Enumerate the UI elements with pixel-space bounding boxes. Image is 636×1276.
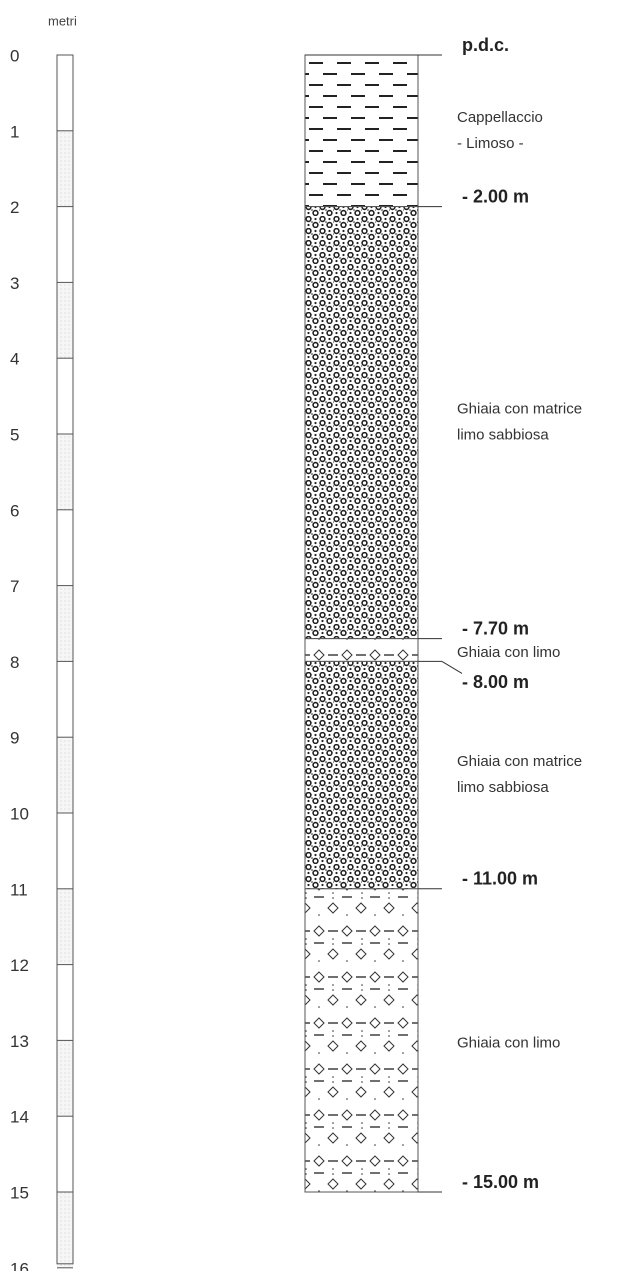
ruler-segment — [57, 434, 73, 510]
layer — [305, 639, 418, 662]
leader-line — [442, 661, 462, 673]
ruler-label: 1 — [10, 122, 19, 141]
layer — [305, 889, 418, 1192]
ruler-label: 11 — [10, 880, 28, 899]
layer — [305, 55, 418, 207]
layer — [305, 207, 418, 639]
depth-label: - 11.00 m — [462, 869, 538, 889]
depth-label: p.d.c. — [462, 35, 509, 55]
layer — [305, 661, 418, 888]
ruler-label: 4 — [10, 350, 19, 369]
ruler-segment — [57, 282, 73, 358]
layer-description: - Limoso - — [457, 135, 524, 152]
layer-description: limo sabbiosa — [457, 779, 549, 796]
ruler-label: 3 — [10, 274, 19, 293]
ruler-label: 8 — [10, 653, 19, 672]
ruler-label: 6 — [10, 501, 19, 520]
layer-description: Ghiaia con limo — [457, 1034, 560, 1051]
ruler-label: 2 — [10, 198, 19, 217]
layer-description: limo sabbiosa — [457, 427, 549, 444]
ruler-segment — [57, 1192, 73, 1268]
ruler-label: 0 — [10, 46, 19, 65]
ruler-label: 12 — [10, 956, 29, 975]
ruler-label: 9 — [10, 729, 19, 748]
scale-unit: metri — [48, 13, 77, 28]
layer-description: Ghiaia con matrice — [457, 753, 582, 770]
ruler-label: 7 — [10, 577, 19, 596]
depth-label: - 7.70 m — [462, 618, 529, 638]
ruler-label: 15 — [10, 1183, 29, 1202]
ruler-label: 10 — [10, 804, 29, 823]
depth-label: - 8.00 m — [462, 672, 529, 692]
ruler-segment — [57, 586, 73, 662]
ruler-segment — [57, 1040, 73, 1116]
page: {"scale": {"unit": "metri", "ticks": [0,… — [0, 0, 636, 1271]
ruler-label: 13 — [10, 1032, 29, 1051]
ruler-label: 16 — [10, 1259, 29, 1271]
depth-label: - 2.00 m — [462, 186, 529, 206]
ruler-label: 14 — [10, 1108, 29, 1127]
layer-description: Cappellaccio — [457, 109, 543, 126]
layer-description: Ghiaia con matrice — [457, 401, 582, 418]
ruler-segment — [57, 889, 73, 965]
stratigraphic-log: metri 012345678910111213141516Cappellacc… — [0, 0, 636, 1271]
ruler-segment — [57, 131, 73, 207]
ruler-label: 5 — [10, 425, 19, 444]
depth-label: - 15.00 m — [462, 1172, 539, 1192]
layer-description: Ghiaia con limo — [457, 644, 560, 661]
ruler-segment — [57, 737, 73, 813]
